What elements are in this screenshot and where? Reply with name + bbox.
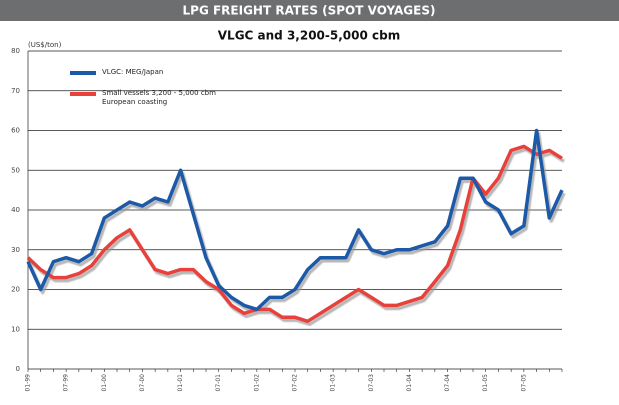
y-tick-label: 30	[11, 246, 20, 254]
x-tick-label: 01-99	[25, 374, 32, 392]
x-tick-label: 07-05	[520, 374, 527, 392]
x-tick-label: 07-03	[368, 374, 375, 392]
x-tick-label: 01-00	[101, 374, 108, 392]
y-tick-label: 70	[11, 87, 20, 95]
x-tick-label: 01-02	[253, 374, 260, 392]
legend-label: Small vessels 3,200 - 5,000 cbm European…	[102, 89, 216, 106]
x-tick-label: 01-05	[482, 374, 489, 392]
legend-entry: VLGC: MEG/Japan	[70, 68, 270, 77]
y-tick-label: 50	[11, 166, 20, 174]
series-line	[26, 144, 563, 324]
x-tick-label: 01-03	[330, 374, 337, 392]
y-axis-label: (US$/ton)	[28, 41, 62, 49]
title-banner	[0, 0, 619, 21]
x-tick-label: 07-99	[63, 374, 70, 392]
x-tick-label: 07-01	[215, 374, 222, 392]
x-tick-label: 07-04	[444, 374, 451, 392]
y-tick-label: 60	[11, 127, 20, 135]
legend-label: VLGC: MEG/Japan	[102, 68, 164, 76]
legend: VLGC: MEG/Japan Small vessels 3,200 - 5,0…	[70, 68, 270, 119]
legend-swatch	[70, 92, 96, 96]
x-tick-label: 07-00	[139, 374, 146, 392]
chart-subtitle: VLGC and 3,200-5,000 cbm	[218, 29, 400, 43]
y-tick-label: 40	[11, 206, 20, 214]
chart-title: LPG FREIGHT RATES (SPOT VOYAGES)	[183, 4, 436, 18]
legend-swatch	[70, 71, 96, 75]
x-tick-label: 01-01	[177, 374, 184, 392]
series-line	[26, 128, 564, 312]
y-tick-label: 0	[16, 365, 20, 373]
y-tick-label: 10	[11, 325, 20, 333]
x-tick-label: 01-04	[406, 374, 413, 392]
x-tick-label: 07-02	[292, 374, 299, 392]
legend-entry: Small vessels 3,200 - 5,000 cbm European…	[70, 89, 270, 107]
y-tick-label: 80	[11, 47, 20, 55]
y-tick-label: 20	[11, 286, 20, 294]
